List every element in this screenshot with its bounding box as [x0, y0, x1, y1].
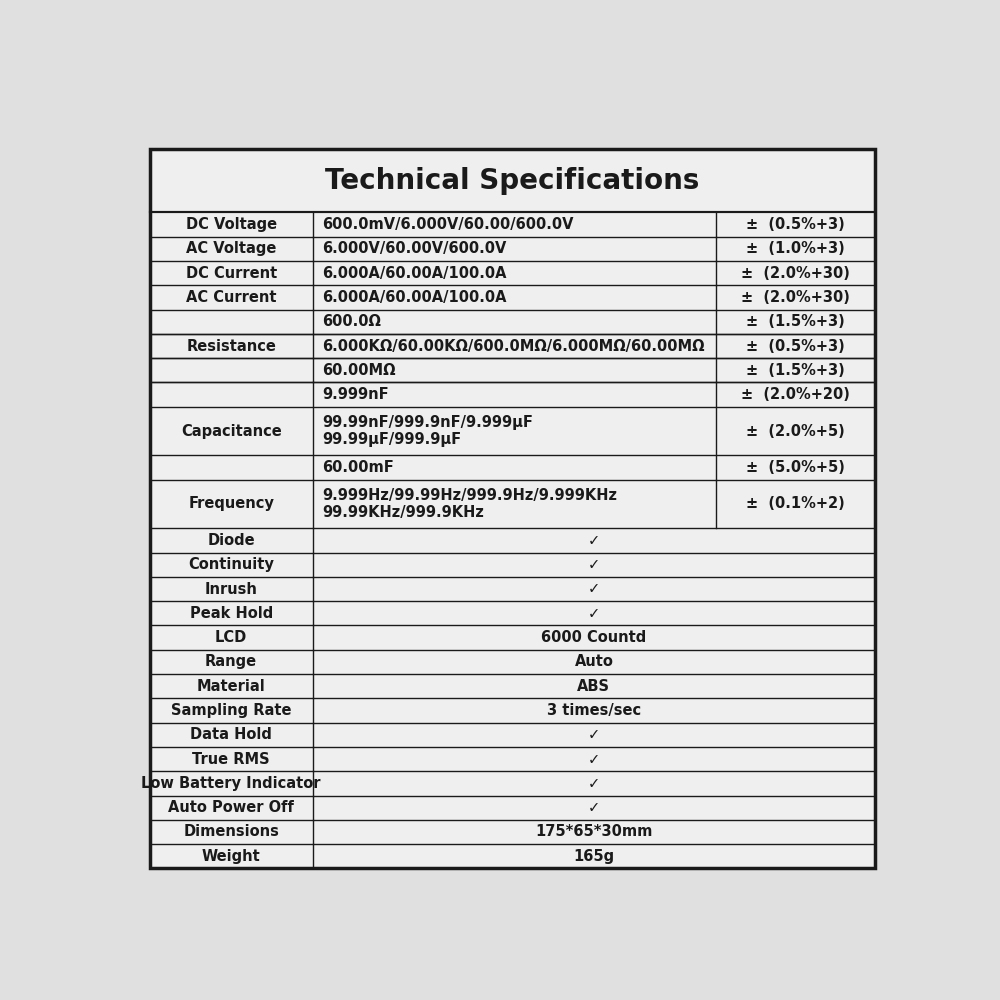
Text: Auto Power Off: Auto Power Off [168, 800, 294, 815]
Text: ±  (2.0%+5): ± (2.0%+5) [746, 424, 845, 439]
Text: ±  (0.1%+2): ± (0.1%+2) [746, 496, 845, 511]
Text: 9.999Hz/99.99Hz/999.9Hz/9.999KHz
99.99KHz/999.9KHz: 9.999Hz/99.99Hz/999.9Hz/9.999KHz 99.99KH… [322, 488, 617, 520]
Text: DC Voltage: DC Voltage [186, 217, 277, 232]
Text: 6.000A/60.00A/100.0A: 6.000A/60.00A/100.0A [322, 290, 506, 305]
Text: Sampling Rate: Sampling Rate [171, 703, 291, 718]
Text: True RMS: True RMS [192, 752, 270, 767]
Text: 6000 Countd: 6000 Countd [541, 630, 646, 645]
Text: ±  (5.0%+5): ± (5.0%+5) [746, 460, 845, 475]
Text: Peak Hold: Peak Hold [190, 606, 273, 621]
Text: 60.00MΩ: 60.00MΩ [322, 363, 395, 378]
Text: Material: Material [197, 679, 266, 694]
Text: AC Current: AC Current [186, 290, 276, 305]
Text: 99.99nF/999.9nF/9.999μF
99.99μF/999.9μF: 99.99nF/999.9nF/9.999μF 99.99μF/999.9μF [322, 415, 533, 447]
Text: ±  (1.5%+3): ± (1.5%+3) [746, 363, 845, 378]
Text: ✓: ✓ [588, 752, 600, 767]
Text: ✓: ✓ [588, 533, 600, 548]
Text: Data Hold: Data Hold [190, 727, 272, 742]
Text: 6.000KΩ/60.00KΩ/600.0MΩ/6.000MΩ/60.00MΩ: 6.000KΩ/60.00KΩ/600.0MΩ/6.000MΩ/60.00MΩ [322, 339, 704, 354]
Text: Dimensions: Dimensions [183, 824, 279, 839]
FancyBboxPatch shape [150, 149, 875, 868]
Text: ✓: ✓ [588, 727, 600, 742]
Text: DC Current: DC Current [186, 266, 277, 281]
Text: AC Voltage: AC Voltage [186, 241, 276, 256]
Text: ±  (2.0%+20): ± (2.0%+20) [741, 387, 850, 402]
Text: ✓: ✓ [588, 582, 600, 597]
Text: ±  (0.5%+3): ± (0.5%+3) [746, 339, 845, 354]
Text: Continuity: Continuity [188, 557, 274, 572]
Text: 6.000V/60.00V/600.0V: 6.000V/60.00V/600.0V [322, 241, 506, 256]
Text: Frequency: Frequency [188, 496, 274, 511]
Text: 165g: 165g [573, 849, 614, 864]
Text: ±  (2.0%+30): ± (2.0%+30) [741, 290, 850, 305]
Text: Inrush: Inrush [205, 582, 258, 597]
Text: Diode: Diode [207, 533, 255, 548]
Text: ABS: ABS [577, 679, 610, 694]
Text: ✓: ✓ [588, 776, 600, 791]
Text: ±  (2.0%+30): ± (2.0%+30) [741, 266, 850, 281]
Text: LCD: LCD [215, 630, 247, 645]
Text: 600.0mV/6.000V/60.00/600.0V: 600.0mV/6.000V/60.00/600.0V [322, 217, 573, 232]
Text: Weight: Weight [202, 849, 261, 864]
Text: 175*65*30mm: 175*65*30mm [535, 824, 653, 839]
Text: Low Battery Indicator: Low Battery Indicator [141, 776, 321, 791]
Text: Technical Specifications: Technical Specifications [325, 167, 700, 195]
Text: Capacitance: Capacitance [181, 424, 282, 439]
Text: ±  (0.5%+3): ± (0.5%+3) [746, 217, 845, 232]
Text: Range: Range [205, 654, 257, 669]
Text: 6.000A/60.00A/100.0A: 6.000A/60.00A/100.0A [322, 266, 506, 281]
Text: ✓: ✓ [588, 557, 600, 572]
Text: 9.999nF: 9.999nF [322, 387, 388, 402]
Text: Resistance: Resistance [186, 339, 276, 354]
Text: ±  (1.0%+3): ± (1.0%+3) [746, 241, 845, 256]
Text: 60.00mF: 60.00mF [322, 460, 394, 475]
Text: 3 times/sec: 3 times/sec [547, 703, 641, 718]
Text: Auto: Auto [574, 654, 613, 669]
Text: ±  (1.5%+3): ± (1.5%+3) [746, 314, 845, 329]
Text: ✓: ✓ [588, 606, 600, 621]
Text: ✓: ✓ [588, 800, 600, 815]
Text: 600.0Ω: 600.0Ω [322, 314, 381, 329]
